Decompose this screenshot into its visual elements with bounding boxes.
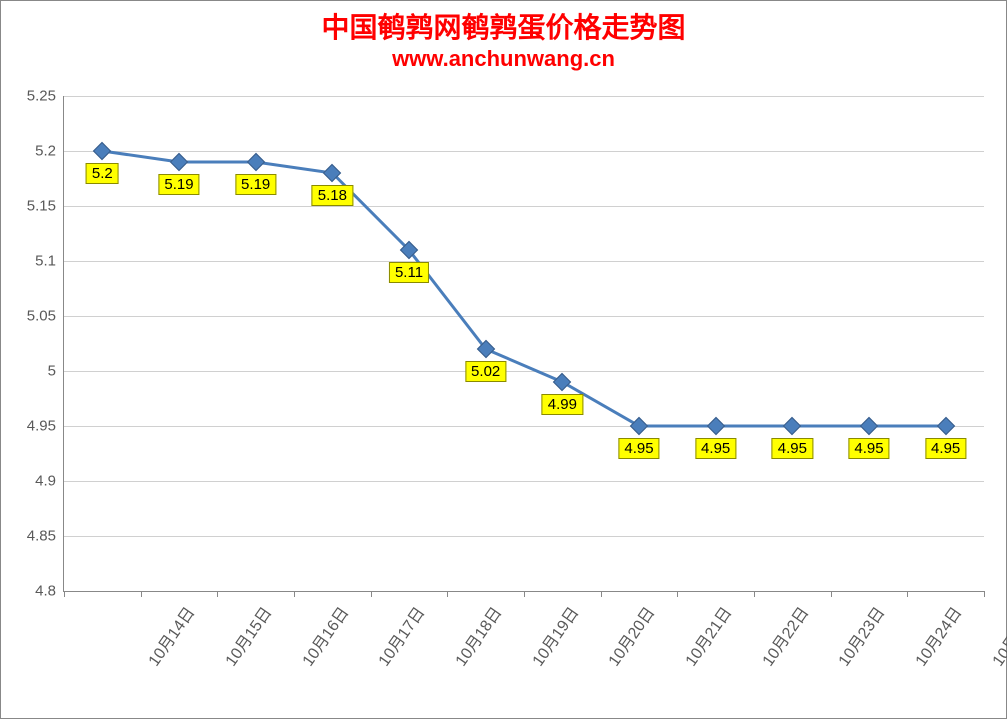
x-axis-tick-label: 10月19日 — [524, 601, 582, 670]
data-label: 4.95 — [772, 438, 813, 459]
x-axis-tick-label: 10月18日 — [448, 601, 506, 670]
y-axis-tick-label: 4.95 — [27, 418, 56, 435]
y-axis-tick-label: 5.05 — [27, 308, 56, 325]
y-axis-tick-label: 5 — [48, 363, 56, 380]
y-axis-tick-label: 5.25 — [27, 88, 56, 105]
x-axis-tick-label: 10月14日 — [141, 601, 199, 670]
x-axis-tick-mark — [754, 591, 755, 597]
chart-subtitle: www.anchunwang.cn — [1, 46, 1006, 72]
data-label: 4.99 — [542, 394, 583, 415]
x-axis-tick-mark — [447, 591, 448, 597]
data-label: 5.19 — [158, 174, 199, 195]
x-axis-tick-label: 10月21日 — [678, 601, 736, 670]
x-axis-tick-mark — [371, 591, 372, 597]
x-axis-tick-mark — [831, 591, 832, 597]
y-axis-tick-label: 4.8 — [35, 583, 56, 600]
line-layer — [64, 96, 984, 591]
x-axis-tick-mark — [64, 591, 65, 597]
data-label: 4.95 — [618, 438, 659, 459]
y-axis-tick-label: 5.15 — [27, 198, 56, 215]
data-label: 4.95 — [848, 438, 889, 459]
x-axis-tick-label: 10月23日 — [831, 601, 889, 670]
x-axis-tick-mark — [141, 591, 142, 597]
data-label: 4.95 — [925, 438, 966, 459]
data-label: 5.11 — [389, 262, 429, 283]
x-axis-tick-label: 10月22日 — [754, 601, 812, 670]
data-label: 5.18 — [312, 185, 353, 206]
data-label: 5.19 — [235, 174, 276, 195]
chart-container: 中国鹌鹑网鹌鹑蛋价格走势图 www.anchunwang.cn 4.84.854… — [0, 0, 1007, 719]
x-axis-tick-label: 10月24日 — [908, 601, 966, 670]
x-axis-tick-label: 10月17日 — [371, 601, 429, 670]
chart-title: 中国鹌鹑网鹌鹑蛋价格走势图 — [1, 13, 1006, 44]
y-axis-tick-label: 4.85 — [27, 528, 56, 545]
x-axis-tick-label: 10月25日 — [984, 601, 1007, 670]
x-axis-tick-mark — [217, 591, 218, 597]
plot-area: 4.84.854.94.9555.055.15.155.25.2510月14日1… — [63, 96, 984, 592]
x-axis-tick-mark — [294, 591, 295, 597]
data-label: 5.2 — [86, 163, 119, 184]
data-label: 5.02 — [465, 361, 506, 382]
x-axis-tick-label: 10月16日 — [294, 601, 352, 670]
x-axis-tick-mark — [677, 591, 678, 597]
series-line — [102, 151, 945, 426]
x-axis-tick-mark — [907, 591, 908, 597]
x-axis-tick-label: 10月20日 — [601, 601, 659, 670]
x-axis-tick-label: 10月15日 — [218, 601, 276, 670]
y-axis-tick-label: 5.2 — [35, 143, 56, 160]
x-axis-tick-mark — [524, 591, 525, 597]
y-axis-tick-label: 4.9 — [35, 473, 56, 490]
x-axis-tick-mark — [984, 591, 985, 597]
y-axis-tick-label: 5.1 — [35, 253, 56, 270]
data-label: 4.95 — [695, 438, 736, 459]
x-axis-tick-mark — [601, 591, 602, 597]
